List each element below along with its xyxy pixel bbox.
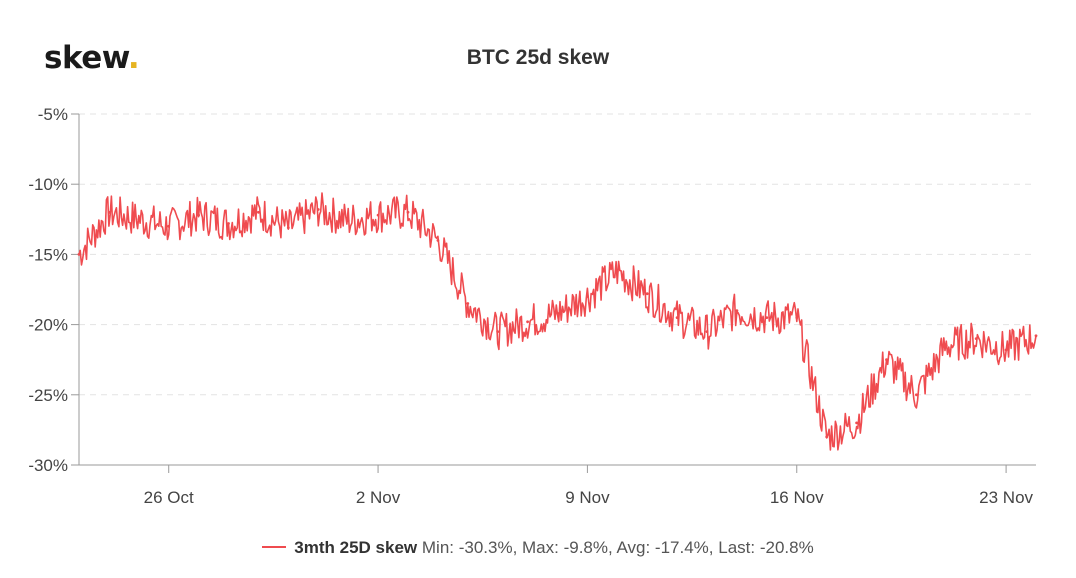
- data-point: [77, 253, 81, 256]
- y-tick-label: -30%: [28, 456, 68, 475]
- y-axis-ticks: -5% -10% -15% -20% -25% -30%: [28, 105, 79, 475]
- data-point: [316, 208, 320, 211]
- skew-logo: skew.: [44, 40, 140, 76]
- x-tick-label: 9 Nov: [565, 488, 610, 507]
- data-point: [227, 222, 230, 225]
- data-point: [107, 210, 111, 214]
- data-point: [406, 210, 410, 214]
- line-chart: -5% -10% -15% -20% -25% -30% 26 Oct 2 Nov 9 Nov…: [28, 105, 1038, 507]
- data-point: [735, 309, 739, 312]
- data-point: [1034, 334, 1038, 338]
- y-tick-label: -25%: [28, 386, 68, 405]
- y-tick-label: -15%: [28, 245, 68, 264]
- data-point: [167, 224, 171, 228]
- data-point: [436, 239, 440, 242]
- data-point: [974, 337, 978, 340]
- data-point: [346, 219, 350, 223]
- x-tick-label: 2 Nov: [356, 488, 401, 507]
- data-point: [825, 435, 829, 439]
- series-group: [77, 192, 1038, 451]
- data-point: [257, 210, 260, 214]
- data-point: [1004, 348, 1008, 352]
- data-point: [586, 295, 589, 298]
- legend[interactable]: 3mth 25D skew Min: -30.3%, Max: -9.8%, A…: [0, 538, 1076, 558]
- data-point: [944, 344, 948, 348]
- legend-series-name: 3mth 25D skew: [294, 538, 418, 557]
- y-tick-label: -20%: [28, 316, 68, 335]
- data-point: [137, 217, 141, 221]
- legend-stats: Min: -30.3%, Max: -9.8%, Avg: -17.4%, La…: [421, 538, 814, 557]
- chart-title: BTC 25d skew: [466, 46, 610, 69]
- data-point: [466, 302, 470, 305]
- data-point: [705, 330, 709, 333]
- y-tick-label: -10%: [28, 175, 68, 194]
- data-point: [286, 226, 290, 230]
- data-point: [645, 292, 649, 296]
- data-point: [765, 316, 769, 319]
- x-tick-label: 16 Nov: [770, 488, 824, 507]
- data-point: [615, 269, 619, 273]
- data-point: [915, 393, 918, 397]
- y-tick-label: -5%: [38, 105, 68, 124]
- logo-text: skew: [44, 40, 128, 76]
- grid-lines: [79, 113, 1036, 396]
- data-point: [376, 213, 380, 217]
- logo-dot: .: [127, 40, 140, 76]
- series-line: [78, 192, 1037, 451]
- data-point: [795, 316, 799, 319]
- x-tick-label: 23 Nov: [979, 488, 1033, 507]
- axes: [78, 114, 1036, 466]
- x-axis-ticks: 26 Oct 2 Nov 9 Nov 16 Nov 23 Nov: [144, 465, 1034, 507]
- data-point: [675, 316, 679, 319]
- data-point: [496, 330, 500, 333]
- data-point: [197, 213, 201, 217]
- data-point: [526, 320, 529, 324]
- data-point: [855, 421, 858, 425]
- data-point: [556, 312, 559, 315]
- data-point: [885, 358, 888, 362]
- legend-swatch: [262, 545, 287, 548]
- x-tick-label: 26 Oct: [144, 488, 194, 507]
